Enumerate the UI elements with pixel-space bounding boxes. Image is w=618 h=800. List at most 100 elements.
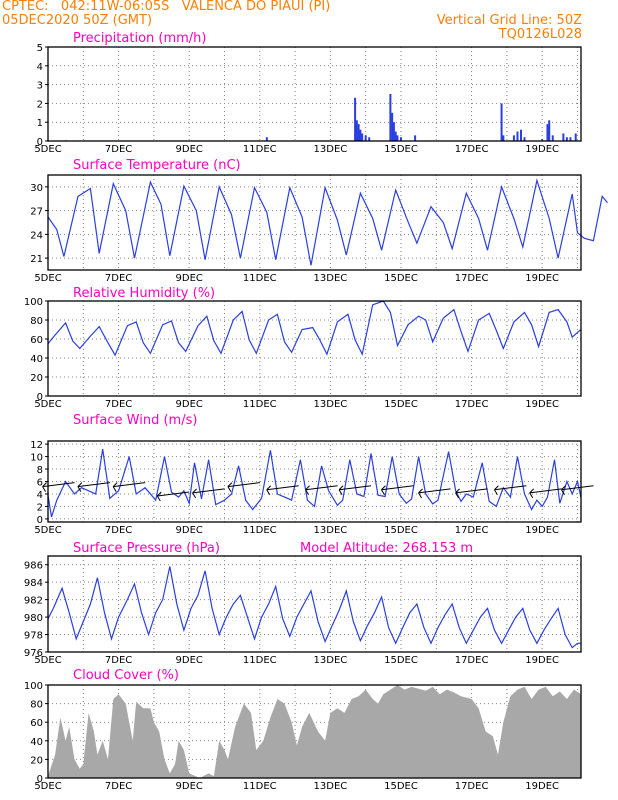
precip-bar: [364, 135, 367, 141]
wind-vector: [529, 488, 562, 494]
x-tick-label: 19DEC: [525, 144, 559, 155]
x-tick-label: 11DEC: [243, 399, 277, 410]
panel-title: Cloud Cover (%): [73, 668, 179, 683]
wind-vector: [227, 482, 260, 488]
precip-bar: [391, 112, 394, 141]
y-tick-label: 1: [37, 118, 43, 129]
y-tick-label: 6: [37, 478, 43, 489]
wind-vector: [77, 482, 110, 488]
x-tick-label: 9DEC: [176, 399, 203, 410]
x-tick-label: 13DEC: [314, 399, 348, 410]
x-tick-label: 15DEC: [384, 144, 418, 155]
wind-vector: [381, 485, 414, 491]
x-tick-label: 5DEC: [34, 144, 61, 155]
y-tick-label: 3: [37, 81, 43, 92]
x-tick-label: 11DEC: [243, 144, 277, 155]
x-tick-label: 9DEC: [176, 655, 203, 666]
precip-bar: [361, 133, 364, 141]
header-code: TQ0126L028: [498, 27, 582, 42]
panel-pres: 976 978 980 982 984 986 5DEC 7DEC 9DEC 11DEC 13DEC…: [24, 541, 582, 666]
x-tick-label: 17DEC: [455, 273, 489, 284]
precip-bar: [574, 133, 577, 141]
x-tick-label: 9DEC: [176, 781, 203, 792]
x-tick-label: 17DEC: [455, 525, 489, 536]
y-tick-label: 27: [30, 207, 43, 218]
x-tick-label: 7DEC: [105, 144, 132, 155]
panel-title: Relative Humidity (%): [73, 286, 215, 301]
y-tick-label: 0: [37, 137, 43, 148]
y-tick-label: 5: [37, 43, 43, 54]
precip-bar: [541, 139, 544, 141]
wind-vector: [561, 485, 594, 491]
precip-bar: [392, 122, 395, 141]
y-tick-label: 4: [37, 490, 43, 501]
precip-bar: [359, 129, 362, 141]
y-tick-label: 0: [37, 774, 43, 785]
precip-bar: [512, 135, 515, 141]
x-tick-label: 13DEC: [314, 525, 348, 536]
precip-bar: [355, 120, 358, 141]
x-tick-label: 19DEC: [525, 399, 559, 410]
y-tick-label: 0: [37, 515, 43, 526]
y-tick-label: 984: [24, 578, 43, 589]
y-tick-label: 12: [30, 440, 43, 451]
x-tick-label: 15DEC: [384, 525, 418, 536]
x-tick-label: 19DEC: [525, 655, 559, 666]
header-station-line: CPTEC: 042:11W-06:05S VALENCA DO PIAUI (…: [2, 0, 331, 14]
x-tick-label: 7DEC: [105, 655, 132, 666]
x-tick-label: 9DEC: [176, 144, 203, 155]
wind-vector: [157, 491, 190, 497]
y-tick-label: 980: [24, 613, 43, 624]
y-tick-label: 2: [37, 502, 43, 513]
x-tick-label: 5DEC: [34, 781, 61, 792]
x-tick-label: 7DEC: [105, 273, 132, 284]
y-tick-label: 30: [30, 183, 43, 194]
precip-bar: [357, 124, 360, 141]
precip-bar: [502, 135, 505, 141]
y-tick-label: 21: [30, 254, 43, 265]
panel-wind: 0 246 810 12 5DEC 7DEC 9DEC 11DEC 13DEC 15DEC 17DE…: [30, 413, 594, 536]
panel-cloud: 0 20 40 60 80 100 5DEC 7DEC 9DEC 11DEC 13DEC 15DEC 1…: [24, 668, 582, 792]
y-tick-label: 20: [30, 755, 43, 766]
x-tick-label: 15DEC: [384, 655, 418, 666]
panel-title: Precipitation (mm/h): [73, 31, 206, 46]
precip-bar: [569, 137, 572, 141]
x-tick-label: 5DEC: [34, 273, 61, 284]
precip-bar: [368, 137, 371, 141]
x-tick-label: 17DEC: [455, 655, 489, 666]
wind-vector: [192, 488, 225, 494]
y-tick-label: 100: [24, 681, 43, 692]
y-tick-label: 4: [37, 62, 43, 73]
wind-series-line: [47, 449, 582, 518]
wind-vector: [113, 482, 146, 488]
y-tick-label: 24: [30, 230, 43, 241]
x-tick-label: 13DEC: [314, 273, 348, 284]
precip-bar: [523, 137, 526, 141]
precip-bar: [565, 137, 568, 141]
y-tick-label: 60: [30, 718, 43, 729]
y-tick-label: 0: [37, 392, 43, 403]
y-tick-label: 60: [30, 335, 43, 346]
y-tick-label: 80: [30, 700, 43, 711]
x-tick-label: 17DEC: [455, 399, 489, 410]
precip-bar: [265, 137, 268, 141]
y-tick-label: 10: [30, 453, 43, 464]
x-tick-label: 15DEC: [384, 399, 418, 410]
precip-bar: [500, 103, 503, 141]
header-grid-note: Vertical Grid Line: 50Z: [436, 13, 582, 28]
y-tick-label: 40: [30, 737, 43, 748]
y-tick-label: 986: [24, 561, 43, 572]
y-tick-label: 976: [24, 648, 43, 659]
precip-bar: [389, 94, 392, 141]
panel-rh: 0 20 40 60 80 100 5DEC 7DEC 9DEC 11DEC 13DEC 15DEC 1…: [24, 286, 582, 410]
x-tick-label: 7DEC: [105, 525, 132, 536]
x-tick-label: 13DEC: [314, 144, 348, 155]
x-tick-label: 9DEC: [176, 273, 203, 284]
y-tick-label: 982: [24, 596, 43, 607]
x-tick-label: 13DEC: [314, 655, 348, 666]
x-tick-label: 11DEC: [243, 781, 277, 792]
panel-temp: 21 24 27 30 5DEC 7DEC 9DEC 11DEC 13DEC 15DEC 17DEC…: [30, 158, 608, 284]
x-tick-label: 11DEC: [243, 273, 277, 284]
panel-title: Surface Wind (m/s): [73, 413, 197, 428]
precip-bar: [546, 124, 549, 141]
